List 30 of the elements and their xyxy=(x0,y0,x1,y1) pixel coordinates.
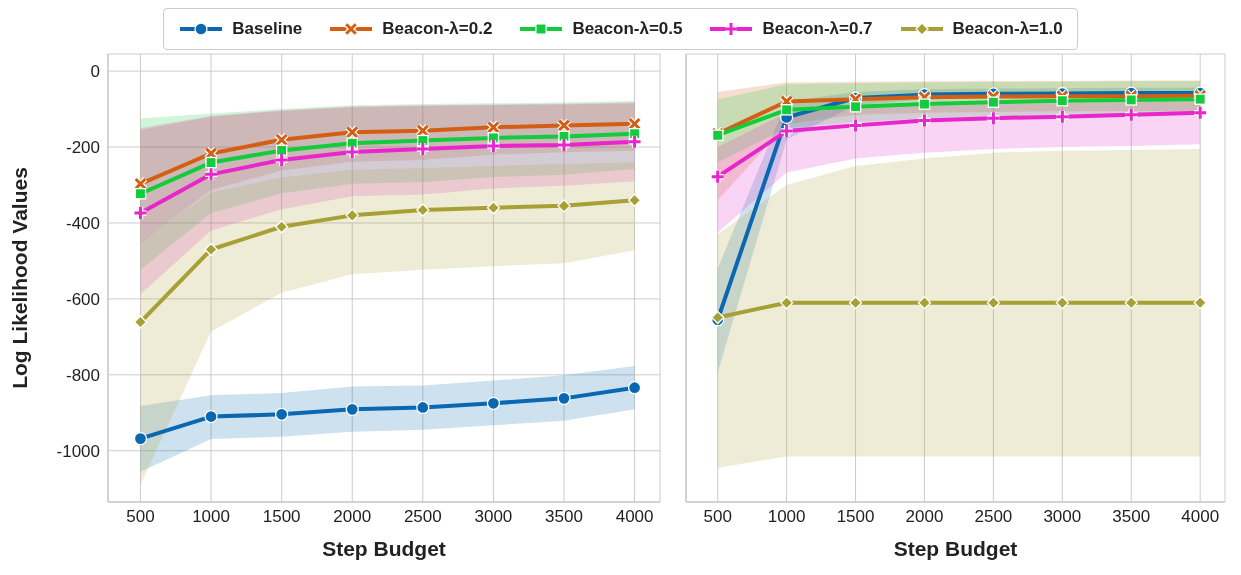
y-tick-label: -600 xyxy=(65,289,100,309)
x-axis-title: Step Budget xyxy=(893,537,1018,560)
x-tick-label: 2500 xyxy=(974,507,1013,527)
x-tick-label: 1500 xyxy=(262,507,301,527)
x-tick-label: 500 xyxy=(126,507,155,527)
y-tick-label: -800 xyxy=(65,365,100,385)
x-tick-label: 1000 xyxy=(192,507,230,527)
y-tick-label: -200 xyxy=(65,138,100,158)
legend-label: Baseline xyxy=(232,19,303,39)
x-axis-title: Step Budget xyxy=(322,537,446,560)
x-tick-label: 2000 xyxy=(333,507,372,527)
x-tick-label: 2000 xyxy=(905,507,944,527)
legend-label: Beacon-λ=0.2 xyxy=(382,19,493,39)
x-tick-label: 4000 xyxy=(615,507,654,527)
x-tick-label: 3500 xyxy=(545,507,583,527)
x-tick-label: 3000 xyxy=(474,507,513,527)
x-tick-label: 1000 xyxy=(767,507,806,527)
x-tick-label: 1500 xyxy=(836,507,875,527)
legend-label: Beacon-λ=0.5 xyxy=(572,19,683,39)
x-tick-label: 3000 xyxy=(1043,507,1082,527)
legend-label: Beacon-λ=1.0 xyxy=(952,19,1063,39)
y-tick-label: 0 xyxy=(90,62,100,82)
x-tick-label: 3500 xyxy=(1112,507,1151,527)
y-axis-title: Log Likelihood Values xyxy=(8,167,32,389)
x-tick-label: 2500 xyxy=(403,507,442,527)
x-tick-label: 500 xyxy=(703,507,732,527)
legend-label: Beacon-λ=0.7 xyxy=(762,19,873,39)
y-tick-label: -1000 xyxy=(56,441,100,461)
y-tick-label: -400 xyxy=(65,213,100,233)
x-tick-label: 4000 xyxy=(1181,507,1220,527)
